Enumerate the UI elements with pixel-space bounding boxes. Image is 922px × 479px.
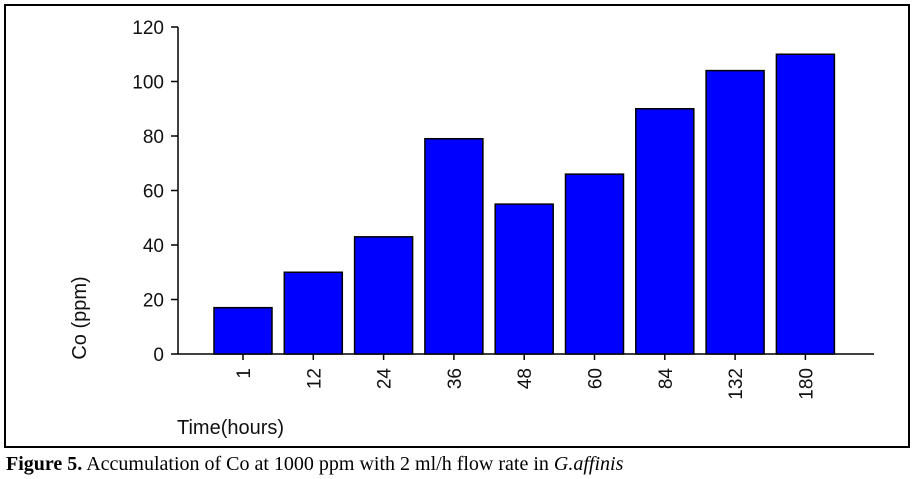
bar-84 <box>635 108 695 355</box>
figure-caption: Figure 5. Accumulation of Co at 1000 ppm… <box>6 453 623 476</box>
y-tick-label: 80 <box>143 127 164 148</box>
y-tick-label: 40 <box>143 236 164 257</box>
bar-1 <box>213 306 273 355</box>
x-axis-title: Time(hours) <box>177 417 284 439</box>
x-tick-label: 1 <box>234 368 255 379</box>
x-tick-label: 24 <box>375 368 396 390</box>
bar-48 <box>494 203 554 355</box>
x-tick-label: 132 <box>726 368 747 400</box>
y-tick-label: 0 <box>153 345 164 366</box>
y-axis-title: Co (ppm) <box>69 276 91 359</box>
x-tick-label: 48 <box>515 368 536 389</box>
bar-180 <box>775 53 836 355</box>
x-tick-label: 84 <box>656 368 677 390</box>
caption-species: G.affinis <box>553 453 624 475</box>
bar-36 <box>424 137 484 355</box>
x-axis: 1 12 24 36 48 60 84 132 180 <box>178 353 874 400</box>
x-tick-label: 60 <box>586 368 607 389</box>
x-tick-label: 180 <box>796 368 817 400</box>
bar-24 <box>353 236 414 355</box>
bar-132 <box>705 69 765 355</box>
y-tick-label: 100 <box>132 73 164 94</box>
y-tick-label: 120 <box>132 18 164 39</box>
x-tick-label: 12 <box>304 368 325 389</box>
caption-text: Accumulation of Co at 1000 ppm with 2 ml… <box>82 453 554 475</box>
y-tick-label: 60 <box>143 182 164 203</box>
bars <box>213 53 836 355</box>
x-tick-label: 36 <box>445 368 466 389</box>
caption-label: Figure 5. <box>6 453 83 475</box>
bar-60 <box>564 173 625 355</box>
y-axis: 0 20 40 60 80 100 120 <box>132 18 179 366</box>
bar-12 <box>283 271 344 355</box>
y-tick-label: 20 <box>143 291 164 312</box>
